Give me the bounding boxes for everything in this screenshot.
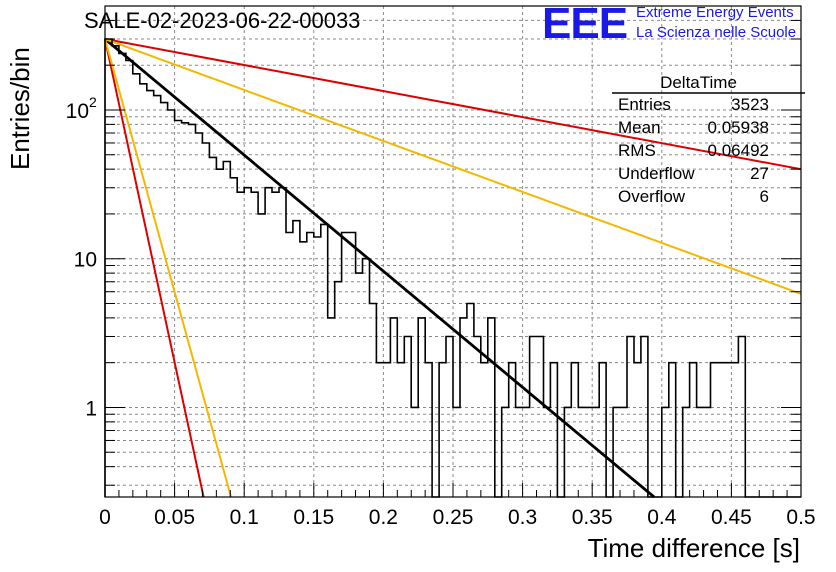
stats-label: Underflow <box>618 164 695 183</box>
stats-label: Entries <box>618 95 671 114</box>
fit-curve-0 <box>104 37 655 499</box>
eee-logo: EEE <box>542 0 628 48</box>
series-layer <box>104 37 802 499</box>
stats-label: Overflow <box>618 187 686 206</box>
x-tick-label: 0.3 <box>508 506 537 529</box>
fit-curve-1 <box>104 38 802 171</box>
stats-value: 3523 <box>731 95 769 114</box>
stats-box: DeltaTime Entries 3523 Mean 0.05938 RMS 0.0649… <box>612 73 805 206</box>
stats-value: 0.06492 <box>708 141 769 160</box>
x-axis-label: Time difference [s] <box>587 533 800 563</box>
x-tick-label: 0.4 <box>647 506 677 529</box>
fit-curve-3 <box>104 38 205 498</box>
x-tick-label: 0.25 <box>433 506 474 529</box>
y-tick-exponent: 2 <box>89 94 97 110</box>
x-tick-label: 0.2 <box>369 506 398 529</box>
y-axis-label: Entries/bin <box>5 47 35 170</box>
x-tick-label: 0.05 <box>154 506 195 529</box>
stats-label: RMS <box>618 141 656 160</box>
x-tick-label: 0.1 <box>230 506 259 529</box>
stats-title: DeltaTime <box>660 73 737 92</box>
fit-curve-4 <box>104 38 232 498</box>
x-tick-label: 0 <box>99 506 111 529</box>
logo-line-1: Extreme Energy Events <box>636 4 794 21</box>
stats-value: 27 <box>750 164 769 183</box>
fit-curve-2 <box>104 38 802 295</box>
stats-value: 0.05938 <box>708 118 769 137</box>
x-tick-label: 0.15 <box>293 506 334 529</box>
page-title: SALE-02-2023-06-22-00033 <box>84 8 361 33</box>
logo-line-2: La Scienza nelle Scuole <box>636 24 797 41</box>
y-tick-label: 10 <box>74 249 97 272</box>
x-tick-label: 0.5 <box>786 506 815 529</box>
stats-label: Mean <box>618 118 661 137</box>
x-tick-label: 0.45 <box>711 506 752 529</box>
x-tick-label: 0.35 <box>572 506 613 529</box>
axis-ticks: 0 0.05 0.1 0.15 0.2 0.25 0.3 0.35 0.4 0.45 0.5 1 10 1… <box>66 5 816 529</box>
y-tick-label: 1 <box>85 397 97 420</box>
stats-value: 6 <box>760 187 769 206</box>
y-tick-label: 10 <box>66 100 89 123</box>
